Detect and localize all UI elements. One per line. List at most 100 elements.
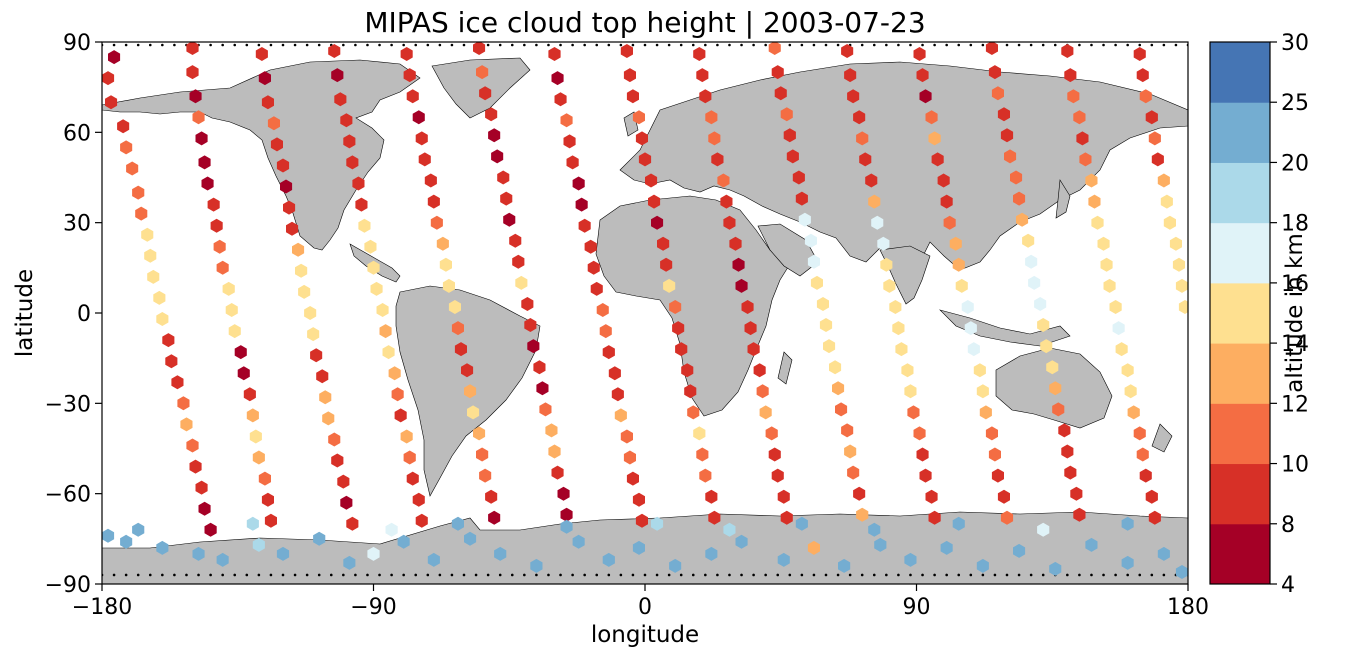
- cloud-marker: [632, 492, 645, 507]
- cloud-marker: [1175, 565, 1188, 579]
- track-dot: [209, 43, 212, 47]
- track-dot: [317, 573, 321, 577]
- cloud-marker: [747, 342, 760, 357]
- track-dot: [679, 573, 683, 577]
- track-dot: [945, 43, 948, 47]
- cloud-marker: [868, 522, 881, 537]
- cloud-marker: [102, 528, 115, 543]
- cloud-marker: [681, 363, 694, 378]
- y-tick-label: −60: [45, 483, 91, 508]
- cloud-marker: [572, 534, 585, 549]
- colorbar-ticks: 4 8 10 12 14 16 18 20 25 30: [1270, 31, 1309, 598]
- cloud-marker: [126, 161, 139, 176]
- track-dot: [1174, 43, 1178, 47]
- cloud-marker: [276, 546, 290, 561]
- cloud-marker: [1037, 318, 1050, 332]
- cloud-marker: [258, 471, 271, 486]
- cloud-marker: [340, 495, 353, 510]
- cloud-marker: [485, 489, 498, 504]
- cloud-marker: [696, 447, 709, 462]
- cloud-marker: [819, 318, 833, 332]
- x-tick-label: −90: [350, 595, 396, 620]
- track-dot: [1041, 43, 1045, 47]
- track-dot: [607, 43, 611, 47]
- cloud-marker: [1016, 212, 1029, 227]
- cloud-marker: [735, 534, 748, 549]
- cloud-marker: [988, 65, 1001, 80]
- track-dots: [102, 43, 1188, 577]
- track-dot: [957, 573, 961, 577]
- cloud-marker: [807, 254, 820, 269]
- track-dot: [390, 573, 393, 577]
- cloud-marker: [626, 89, 639, 104]
- track-dot: [728, 573, 731, 577]
- track-dot: [1150, 43, 1154, 47]
- cloud-marker: [346, 516, 359, 531]
- cloud-marker: [705, 546, 718, 561]
- cloud-marker: [494, 546, 507, 561]
- track-dot: [124, 43, 128, 47]
- cloud-marker: [723, 522, 736, 537]
- track-dot: [704, 43, 707, 47]
- cloud-marker: [551, 465, 564, 480]
- cloud-marker: [424, 173, 437, 188]
- cloud-marker: [964, 321, 977, 336]
- y-tick-label: 0: [77, 302, 91, 327]
- cloud-marker: [844, 444, 857, 459]
- cloud-marker: [316, 369, 329, 384]
- cloud-marker: [388, 366, 401, 381]
- cloud-marker: [732, 257, 745, 272]
- cloud-marker: [267, 116, 280, 131]
- cloud-marker: [512, 254, 525, 269]
- track-dot: [1114, 43, 1117, 47]
- cloud-marker: [560, 519, 573, 534]
- track-dot: [1005, 573, 1009, 577]
- cloud-marker: [397, 534, 410, 549]
- track-dot: [233, 573, 237, 577]
- cloud-marker: [461, 363, 474, 378]
- cloud-marker: [210, 218, 223, 233]
- cloud-marker: [479, 86, 492, 101]
- track-dot: [378, 573, 381, 577]
- y-tick-label: −90: [45, 573, 91, 598]
- cloud-marker: [1160, 194, 1173, 209]
- cloud-marker: [711, 152, 724, 167]
- cloud-marker: [931, 152, 944, 167]
- cloud-marker: [657, 236, 670, 251]
- cloud-marker: [1085, 537, 1098, 552]
- cloud-marker: [889, 300, 902, 314]
- cloud-marker: [162, 333, 175, 348]
- cloud-marker: [533, 360, 546, 375]
- cloud-marker: [608, 366, 621, 381]
- track-dot: [704, 573, 707, 577]
- cloud-marker: [841, 423, 854, 438]
- track-dot: [112, 573, 116, 577]
- track-dot: [1078, 573, 1081, 577]
- cloud-marker: [623, 450, 636, 465]
- cloud-marker: [1097, 236, 1110, 251]
- cloud-marker: [602, 552, 615, 567]
- track-dot: [679, 43, 683, 47]
- cloud-marker: [973, 363, 986, 378]
- x-tick-label: −180: [72, 595, 132, 620]
- cloud-marker: [177, 396, 190, 411]
- cloud-marker: [871, 215, 884, 230]
- cloud-marker: [1133, 426, 1146, 441]
- cloud-marker: [877, 236, 890, 251]
- cloud-marker: [901, 363, 914, 378]
- track-dot: [1102, 43, 1105, 47]
- track-dot: [414, 43, 418, 47]
- cloud-marker: [427, 552, 440, 567]
- cloud-marker: [720, 194, 733, 209]
- track-dot: [957, 43, 961, 47]
- track-dot: [1017, 573, 1021, 577]
- colorbar-tick-label: 30: [1281, 31, 1309, 56]
- cloud-marker: [985, 426, 998, 441]
- cloud-marker: [225, 303, 238, 317]
- cloud-marker: [847, 89, 860, 104]
- cloud-marker: [952, 516, 965, 531]
- cloud-marker: [451, 321, 464, 336]
- track-dot: [366, 43, 369, 47]
- colorbar-tick-label: 20: [1281, 151, 1309, 176]
- colorbar-segment: [1210, 403, 1270, 465]
